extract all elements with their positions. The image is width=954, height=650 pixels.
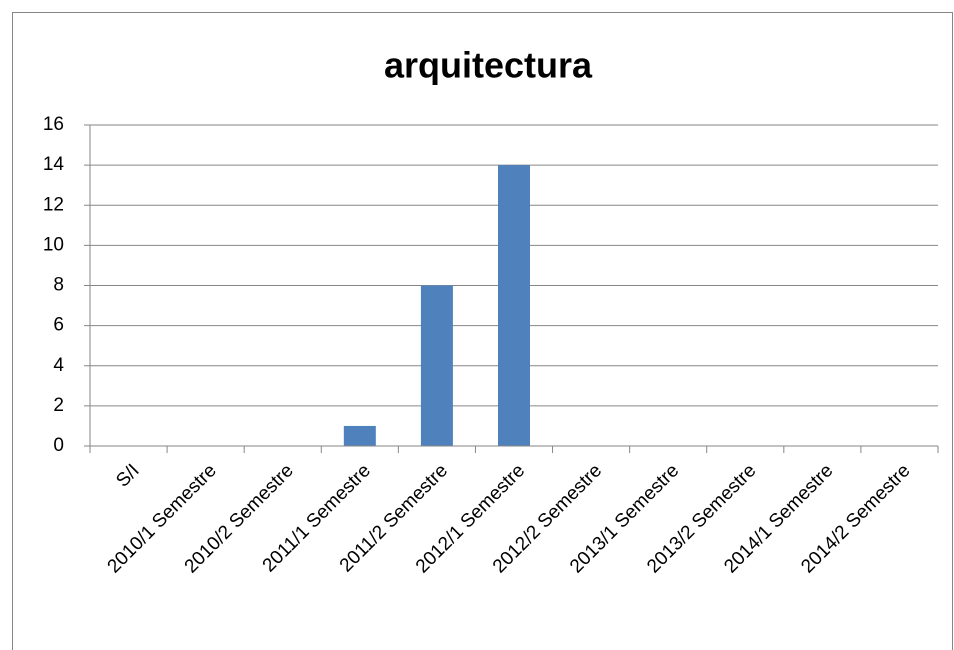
y-tick-label: 12 (43, 194, 64, 215)
bar (420, 285, 453, 446)
chart-title: arquitectura (384, 45, 593, 86)
y-tick-label: 0 (53, 435, 64, 456)
bar (343, 425, 376, 446)
y-tick-label: 4 (53, 355, 64, 376)
y-tick-label: 2 (53, 395, 64, 416)
y-tick-label: 6 (53, 315, 64, 336)
y-tick-label: 8 (53, 275, 64, 296)
bar (498, 165, 530, 446)
y-tick-label: 16 (43, 114, 64, 135)
chart-frame (12, 12, 953, 650)
y-tick-label: 10 (43, 234, 64, 255)
y-tick-label: 14 (43, 154, 65, 175)
